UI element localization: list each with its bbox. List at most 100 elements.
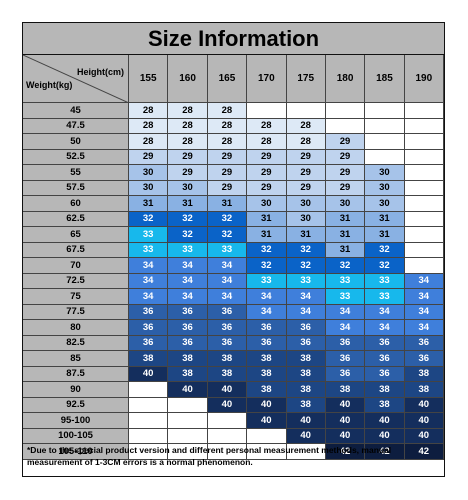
table-row: 50 28 28 28 28 28 29 bbox=[23, 134, 444, 150]
weight-label-95-100: 95-100 bbox=[23, 413, 129, 429]
size-cell: 29 bbox=[207, 165, 248, 181]
size-cell: 28 bbox=[286, 134, 326, 150]
size-cell: 28 bbox=[168, 103, 208, 119]
weight-label-92.5: 92.5 bbox=[23, 397, 129, 413]
size-cell: 38 bbox=[404, 382, 444, 398]
size-cell: 40 bbox=[404, 428, 444, 444]
size-cell: 31 bbox=[365, 227, 405, 243]
table-row: 45 28 28 28 bbox=[23, 103, 444, 119]
size-cell: 36 bbox=[286, 335, 326, 351]
size-cell: 33 bbox=[365, 273, 405, 289]
empty-cell bbox=[404, 242, 444, 258]
size-cell: 29 bbox=[207, 180, 248, 196]
size-cell: 38 bbox=[404, 366, 444, 382]
size-cell: 36 bbox=[247, 320, 287, 336]
table-row: 80 36 36 36 36 36 34 34 34 bbox=[23, 320, 444, 336]
size-cell: 36 bbox=[207, 335, 248, 351]
size-cell: 29 bbox=[286, 165, 326, 181]
table-row: 57.5 30 30 29 29 29 29 30 bbox=[23, 180, 444, 196]
size-cell: 29 bbox=[247, 165, 287, 181]
empty-cell bbox=[247, 428, 287, 444]
size-cell: 33 bbox=[365, 289, 405, 305]
size-cell: 31 bbox=[168, 196, 208, 212]
size-cell: 31 bbox=[207, 196, 248, 212]
empty-cell bbox=[404, 103, 444, 119]
empty-cell bbox=[404, 258, 444, 274]
table-row: 70 34 34 34 32 32 32 32 bbox=[23, 258, 444, 274]
weight-label-50: 50 bbox=[23, 134, 129, 150]
size-cell: 34 bbox=[247, 289, 287, 305]
size-cell: 29 bbox=[129, 149, 169, 165]
size-cell: 36 bbox=[129, 335, 169, 351]
size-cell: 30 bbox=[129, 180, 169, 196]
weight-label-82.5: 82.5 bbox=[23, 335, 129, 351]
weight-label-67.5: 67.5 bbox=[23, 242, 129, 258]
size-cell: 32 bbox=[365, 242, 405, 258]
size-cell: 36 bbox=[325, 351, 366, 367]
size-cell: 36 bbox=[168, 335, 208, 351]
empty-cell bbox=[129, 382, 169, 398]
size-cell: 29 bbox=[207, 149, 248, 165]
table-row: 60 31 31 31 30 30 30 30 bbox=[23, 196, 444, 212]
empty-cell bbox=[207, 413, 248, 429]
height-header-185: 185 bbox=[365, 55, 405, 103]
size-cell: 32 bbox=[168, 227, 208, 243]
empty-cell bbox=[404, 196, 444, 212]
height-header-155: 155 bbox=[129, 55, 169, 103]
size-cell: 38 bbox=[168, 366, 208, 382]
table-row: 82.5 36 36 36 36 36 36 36 36 bbox=[23, 335, 444, 351]
empty-cell bbox=[365, 149, 405, 165]
weight-label-55: 55 bbox=[23, 165, 129, 181]
size-cell: 30 bbox=[168, 180, 208, 196]
size-cell: 40 bbox=[207, 397, 248, 413]
size-cell: 34 bbox=[207, 258, 248, 274]
table-row: 92.5 40 40 38 40 38 40 bbox=[23, 397, 444, 413]
table-row: 72.5 34 34 34 33 33 33 33 34 bbox=[23, 273, 444, 289]
size-cell: 36 bbox=[286, 320, 326, 336]
empty-cell bbox=[404, 180, 444, 196]
size-cell: 36 bbox=[365, 366, 405, 382]
table-row: 105-110 42 42 42 bbox=[23, 444, 444, 460]
weight-axis-label: Weight(kg) bbox=[26, 80, 73, 90]
size-cell: 29 bbox=[286, 149, 326, 165]
height-header-170: 170 bbox=[247, 55, 287, 103]
size-cell: 36 bbox=[325, 366, 366, 382]
size-cell: 28 bbox=[207, 134, 248, 150]
size-cell: 29 bbox=[168, 165, 208, 181]
size-cell: 38 bbox=[247, 366, 287, 382]
size-cell: 34 bbox=[129, 289, 169, 305]
size-cell: 34 bbox=[325, 320, 366, 336]
size-cell: 30 bbox=[129, 165, 169, 181]
empty-cell bbox=[168, 428, 208, 444]
height-header-180: 180 bbox=[325, 55, 366, 103]
height-header-165: 165 bbox=[207, 55, 248, 103]
size-cell: 28 bbox=[168, 118, 208, 134]
diagonal-line bbox=[23, 55, 129, 103]
size-cell: 28 bbox=[247, 134, 287, 150]
empty-cell bbox=[207, 428, 248, 444]
weight-label-75: 75 bbox=[23, 289, 129, 305]
size-cell: 40 bbox=[168, 382, 208, 398]
table-row: 67.5 33 33 33 32 32 31 32 bbox=[23, 242, 444, 258]
size-cell: 40 bbox=[247, 397, 287, 413]
size-cell: 29 bbox=[286, 180, 326, 196]
weight-label-47.5: 47.5 bbox=[23, 118, 129, 134]
size-cell: 36 bbox=[168, 304, 208, 320]
size-cell: 40 bbox=[247, 413, 287, 429]
size-cell: 30 bbox=[365, 165, 405, 181]
empty-cell bbox=[247, 103, 287, 119]
size-cell: 32 bbox=[286, 258, 326, 274]
size-cell: 40 bbox=[365, 413, 405, 429]
size-cell: 34 bbox=[404, 273, 444, 289]
size-cell: 34 bbox=[404, 320, 444, 336]
size-cell: 40 bbox=[129, 366, 169, 382]
size-table: Height(cm) Weight(kg) 155 160 165 170 175 180 18… bbox=[23, 55, 444, 460]
empty-cell bbox=[129, 428, 169, 444]
size-cell: 32 bbox=[247, 258, 287, 274]
size-cell: 28 bbox=[247, 118, 287, 134]
empty-cell bbox=[365, 103, 405, 119]
height-header-190: 190 bbox=[404, 55, 444, 103]
table-row: 55 30 29 29 29 29 29 30 bbox=[23, 165, 444, 181]
empty-cell bbox=[129, 444, 169, 460]
size-cell: 28 bbox=[168, 134, 208, 150]
